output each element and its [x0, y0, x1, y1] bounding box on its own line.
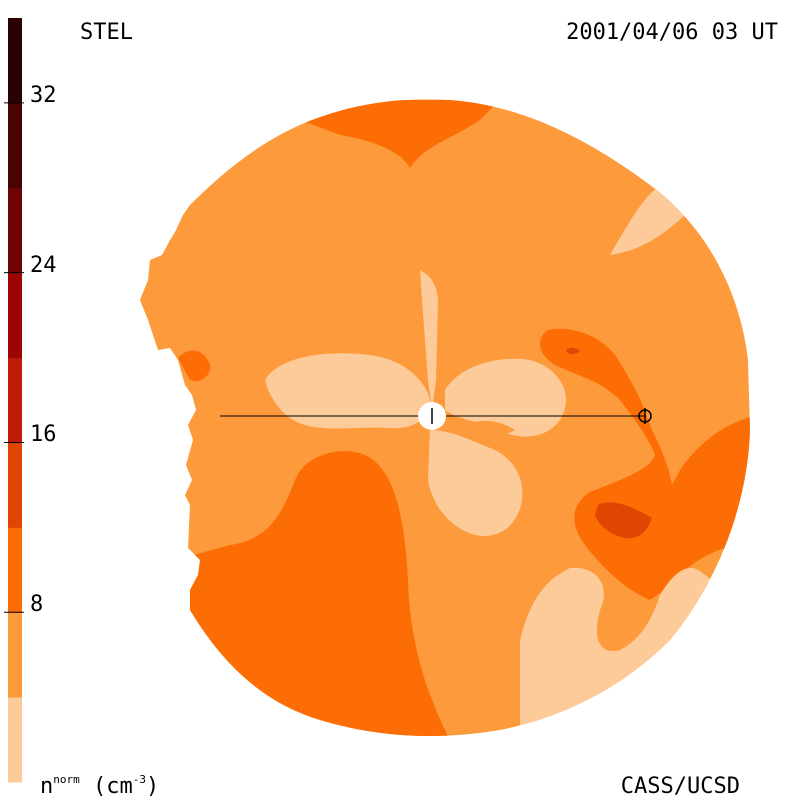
density-region [178, 350, 211, 382]
colorbar-segment [8, 527, 22, 613]
credit-label: CASS/UCSD [620, 774, 740, 799]
colorbar-segment [8, 272, 22, 359]
instrument-title: STEL [80, 20, 133, 45]
density-region [540, 328, 750, 600]
colorbar-segment [8, 357, 22, 443]
colorbar-tick-label: 16 [30, 422, 57, 448]
colorbar-segment [8, 187, 22, 274]
density-region [595, 502, 652, 539]
colorbar-segment [8, 697, 22, 783]
colorbar-tick-label: 8 [30, 592, 44, 618]
density-region [445, 358, 566, 437]
density-region [428, 430, 523, 536]
density-region [265, 353, 431, 429]
colorbar-segment [8, 102, 22, 189]
colorbar-segment [8, 612, 22, 698]
colorbar-unit-label: nnorm (cm-3) [40, 773, 160, 799]
density-region [420, 270, 438, 410]
colorbar-tick-label: 24 [30, 252, 57, 278]
datetime-label: 2001/04/06 03 UT [566, 20, 778, 45]
density-region [465, 420, 515, 438]
density-region [300, 100, 500, 168]
colorbar-segment [8, 18, 22, 104]
density-region [610, 185, 690, 255]
colorbar-tick-label: 32 [30, 82, 57, 108]
density-region [566, 347, 580, 355]
colorbar-segment [8, 442, 22, 528]
